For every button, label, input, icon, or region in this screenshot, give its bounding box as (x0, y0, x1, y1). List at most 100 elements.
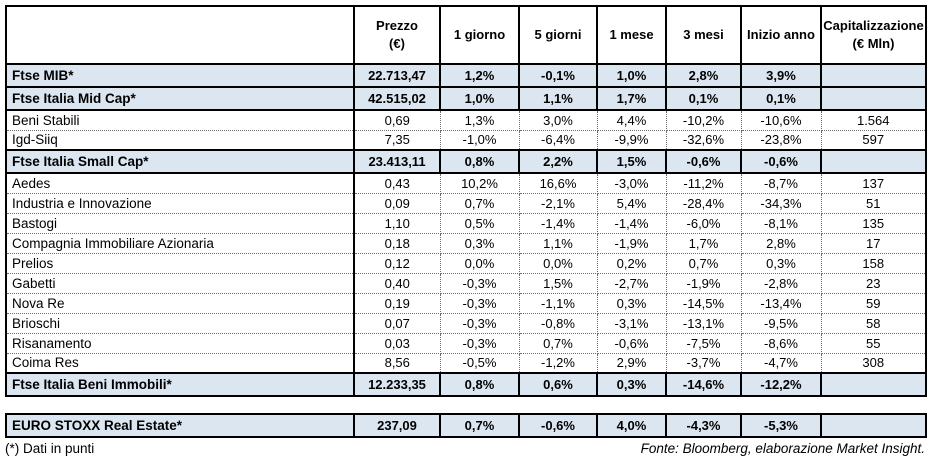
cell-value: -2,7% (596, 272, 667, 294)
cell-value: -23,8% (740, 129, 822, 151)
cell-value: 4,0% (596, 413, 667, 438)
index-row: Ftse Italia Small Cap* 23.413,11 0,8% 2,2% 1… (5, 149, 927, 174)
cell-value: -0,1% (518, 63, 598, 88)
cell-value: 0,07 (353, 312, 441, 334)
cell-value: -4,3% (665, 413, 742, 438)
row-label: EURO STOXX Real Estate* (5, 413, 355, 438)
cell-value: 2,9% (596, 352, 667, 374)
row-label: Nova Re (5, 292, 355, 314)
column-header: 1 giorno (439, 5, 520, 65)
row-label: Beni Stabili (5, 109, 355, 131)
cell-value: -0,6% (740, 149, 822, 174)
cell-value: 58 (820, 312, 927, 334)
cell-value (820, 86, 927, 111)
cell-value: -6,0% (665, 212, 742, 234)
table-header: Prezzo (€) 1 giorno 5 giorni 1 mese 3 mesi In… (5, 5, 927, 65)
header-row: Prezzo (€) 1 giorno 5 giorni 1 mese 3 mesi In… (5, 5, 927, 65)
cell-value: 1,5% (518, 272, 598, 294)
cell-value: -0,5% (439, 352, 520, 374)
column-header: 3 mesi (665, 5, 742, 65)
cell-value: 158 (820, 252, 927, 274)
cell-value: -13,1% (665, 312, 742, 334)
cell-value: -7,5% (665, 332, 742, 354)
cell-value (820, 372, 927, 397)
cell-value: -6,4% (518, 129, 598, 151)
index-row: Ftse MIB* 22.713,47 1,2% -0,1% 1,0% 2,8% 3,9% (5, 63, 927, 88)
cell-value: -1,0% (439, 129, 520, 151)
cell-value: 1.564 (820, 109, 927, 131)
cell-value: 1,0% (439, 86, 520, 111)
cell-value: 0,6% (518, 372, 598, 397)
cell-value: 12.233,35 (353, 372, 441, 397)
row-label: Ftse Italia Beni Immobili* (5, 372, 355, 397)
row-label: Igd-Siiq (5, 129, 355, 151)
cell-value: 23 (820, 272, 927, 294)
cell-value: 1,3% (439, 109, 520, 131)
cell-value: 597 (820, 129, 927, 151)
cell-value: -0,3% (439, 272, 520, 294)
cell-value: 3,0% (518, 109, 598, 131)
column-header: 1 mese (596, 5, 667, 65)
column-header: 5 giorni (518, 5, 598, 65)
cell-value: -10,6% (740, 109, 822, 131)
row-label: Prelios (5, 252, 355, 274)
cell-value: 10,2% (439, 172, 520, 194)
column-header-name (5, 5, 355, 65)
table-spacer (5, 397, 925, 413)
cell-value: -1,2% (518, 352, 598, 374)
cell-value: -0,3% (439, 332, 520, 354)
row-label: Coima Res (5, 352, 355, 374)
cell-value: 0,18 (353, 232, 441, 254)
cell-value: -1,9% (665, 272, 742, 294)
index-row: Ftse Italia Beni Immobili* 12.233,35 0,8% 0… (5, 372, 927, 397)
cell-value: 8,56 (353, 352, 441, 374)
footnote-dati-in-punti: (*) Dati in punti (5, 441, 95, 456)
cell-value: 237,09 (353, 413, 441, 438)
cell-value: -0,3% (439, 292, 520, 314)
cell-value: 0,03 (353, 332, 441, 354)
cell-value: 0,8% (439, 149, 520, 174)
stock-row: Prelios 0,12 0,0% 0,0% 0,2% 0,7% 0,3% 158 (5, 252, 927, 274)
cell-value: 4,4% (596, 109, 667, 131)
row-label: Gabetti (5, 272, 355, 294)
cell-value: 22.713,47 (353, 63, 441, 88)
column-header: Inizio anno (740, 5, 822, 65)
cell-value: -13,4% (740, 292, 822, 314)
cell-value: -14,5% (665, 292, 742, 314)
cell-value: -34,3% (740, 192, 822, 214)
cell-value: 2,8% (665, 63, 742, 88)
cell-value: -1,4% (518, 212, 598, 234)
cell-value: 0,0% (518, 252, 598, 274)
cell-value: 1,5% (596, 149, 667, 174)
cell-value: 0,1% (740, 86, 822, 111)
cell-value: -3,1% (596, 312, 667, 334)
cell-value: 7,35 (353, 129, 441, 151)
stock-row: Brioschi 0,07 -0,3% -0,8% -3,1% -13,1% -9,5% 58 (5, 312, 927, 334)
cell-value: 0,7% (439, 192, 520, 214)
cell-value: 135 (820, 212, 927, 234)
cell-value: -1,1% (518, 292, 598, 314)
cell-value: -8,6% (740, 332, 822, 354)
cell-value: 23.413,11 (353, 149, 441, 174)
row-label: Ftse Italia Mid Cap* (5, 86, 355, 111)
cell-value: 55 (820, 332, 927, 354)
cell-value: -0,3% (439, 312, 520, 334)
table-footer: (*) Dati in punti Fonte: Bloomberg, elab… (5, 441, 925, 456)
cell-value: -11,2% (665, 172, 742, 194)
cell-value: 0,7% (518, 332, 598, 354)
cell-value: -3,0% (596, 172, 667, 194)
cell-value: 0,2% (596, 252, 667, 274)
cell-value: -3,7% (665, 352, 742, 374)
cell-value: 0,3% (596, 292, 667, 314)
cell-value: -28,4% (665, 192, 742, 214)
cell-value: -8,1% (740, 212, 822, 234)
cell-value: 2,8% (740, 232, 822, 254)
cell-value: 137 (820, 172, 927, 194)
table-body: Ftse MIB* 22.713,47 1,2% -0,1% 1,0% 2,8% 3,9% F… (5, 63, 927, 397)
row-label: Ftse MIB* (5, 63, 355, 88)
stock-row: Beni Stabili 0,69 1,3% 3,0% 4,4% -10,2% -10,6%… (5, 109, 927, 131)
cell-value: 5,4% (596, 192, 667, 214)
row-label: Bastogi (5, 212, 355, 234)
cell-value: 0,3% (740, 252, 822, 274)
